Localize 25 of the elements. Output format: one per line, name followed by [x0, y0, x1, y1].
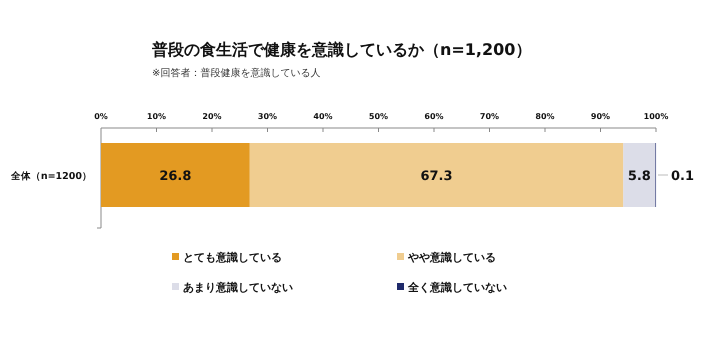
- chart-title: 普段の食生活で健康を意識しているか（n=1,200）: [151, 40, 532, 59]
- x-tick-label: 20%: [202, 112, 222, 121]
- x-tick-label: 60%: [424, 112, 444, 121]
- x-tick-label: 80%: [535, 112, 555, 121]
- x-tick-label: 40%: [313, 112, 333, 121]
- x-tick-label: 30%: [258, 112, 278, 121]
- chart-subtitle: ※回答者：普段健康を意識している人: [152, 67, 320, 79]
- x-tick-label: 0%: [94, 112, 108, 121]
- bar: [250, 143, 624, 207]
- x-tick-label: 90%: [590, 112, 610, 121]
- bar: [101, 143, 250, 207]
- data-label: 26.8: [159, 169, 192, 184]
- x-tick-label: 70%: [480, 112, 500, 121]
- legend-label: やや意識している: [407, 251, 496, 264]
- legend-label: あまり意識していない: [183, 281, 293, 294]
- legend-label: 全く意識していない: [407, 281, 507, 294]
- x-tick-label: 50%: [368, 112, 388, 121]
- bar: [623, 143, 656, 207]
- legend-label: とても意識している: [183, 251, 282, 264]
- y-tick-label: 全体（n=1200）: [10, 170, 92, 182]
- x-tick-label: 10%: [146, 112, 166, 121]
- data-label: 67.3: [420, 169, 453, 184]
- x-tick-label: 100%: [644, 112, 668, 121]
- data-label: 0.1: [671, 169, 694, 184]
- data-label: 5.8: [628, 169, 651, 184]
